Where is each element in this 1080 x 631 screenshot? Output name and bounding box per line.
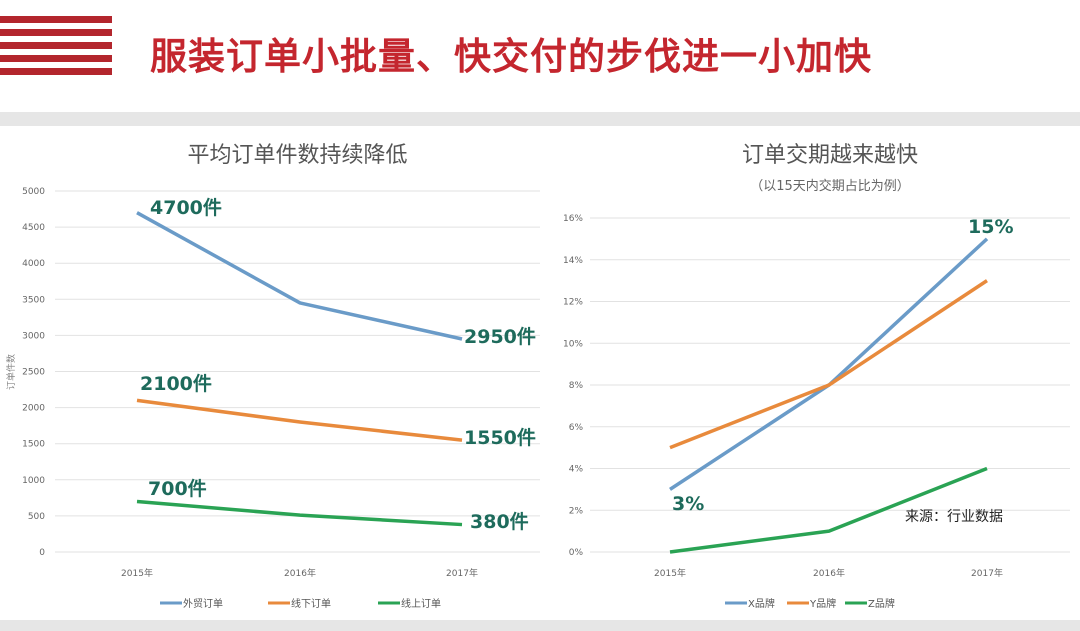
- y-tick-label: 12%: [563, 298, 583, 308]
- red-stripes-logo: [0, 16, 112, 81]
- series-line-Z品牌: [669, 466, 988, 554]
- data-label: 1550件: [464, 426, 536, 449]
- y-tick-label: 2%: [569, 506, 584, 516]
- legend-label: X品牌: [748, 597, 775, 610]
- x-tick-label: 2016年: [284, 567, 316, 579]
- data-label: 2950件: [464, 325, 536, 348]
- data-label: 15%: [968, 216, 1013, 238]
- y-tick-label: 16%: [563, 214, 583, 224]
- x-tick-label: 2015年: [654, 567, 686, 579]
- data-label: 700件: [148, 477, 207, 500]
- divider: [0, 620, 1080, 631]
- y-tick-label: 8%: [569, 381, 584, 391]
- y-tick-label: 4500: [22, 223, 45, 233]
- y-tick-label: 14%: [563, 256, 583, 266]
- series-line-X品牌: [669, 237, 989, 491]
- y-tick-label: 2000: [22, 404, 45, 414]
- y-tick-label: 5000: [22, 187, 45, 197]
- slide-body: [6, 126, 1080, 626]
- y-axis-label: 订单件数: [5, 354, 17, 390]
- legend-label: Z品牌: [868, 597, 895, 610]
- chart-title: 订单交期越来越快: [742, 143, 918, 168]
- series-line-线上订单: [136, 499, 463, 527]
- legend-label: 线下订单: [291, 597, 331, 610]
- y-tick-label: 4%: [569, 465, 584, 475]
- divider: [0, 112, 1080, 126]
- y-tick-label: 0%: [569, 548, 584, 558]
- y-tick-label: 3500: [22, 295, 45, 305]
- slide-header: 服装订单小批量、快交付的步伐进一小加快: [0, 0, 1080, 112]
- data-label: 4700件: [150, 196, 222, 219]
- y-tick-label: 500: [28, 512, 45, 522]
- data-label: 380件: [470, 510, 529, 533]
- y-tick-label: 3000: [22, 331, 45, 341]
- y-tick-label: 4000: [22, 259, 45, 269]
- y-tick-label: 10%: [563, 339, 583, 349]
- y-tick-label: 1000: [22, 476, 45, 486]
- legend-label: Y品牌: [809, 597, 836, 610]
- data-label: 3%: [672, 493, 704, 515]
- x-tick-label: 2016年: [813, 567, 845, 579]
- x-tick-label: 2017年: [971, 567, 1003, 579]
- data-label: 2100件: [140, 372, 212, 395]
- x-tick-label: 2015年: [121, 567, 153, 579]
- slide-title: 服装订单小批量、快交付的步伐进一小加快: [150, 35, 872, 78]
- chart-title: 平均订单件数持续降低: [187, 143, 407, 168]
- x-tick-label: 2017年: [446, 567, 478, 579]
- legend-label: 外贸订单: [183, 598, 223, 610]
- source-note: 来源：行业数据: [905, 509, 1003, 525]
- series-line-Y品牌: [669, 279, 988, 450]
- chart-subtitle: （以15天内交期占比为例）: [750, 178, 910, 194]
- y-tick-label: 2500: [22, 368, 45, 378]
- series-line-线下订单: [136, 398, 463, 442]
- y-tick-label: 1500: [22, 440, 45, 450]
- y-tick-label: 6%: [569, 423, 584, 433]
- series-line-外贸订单: [136, 211, 463, 341]
- y-tick-label: 0: [39, 548, 45, 558]
- legend-label: 线上订单: [401, 597, 441, 610]
